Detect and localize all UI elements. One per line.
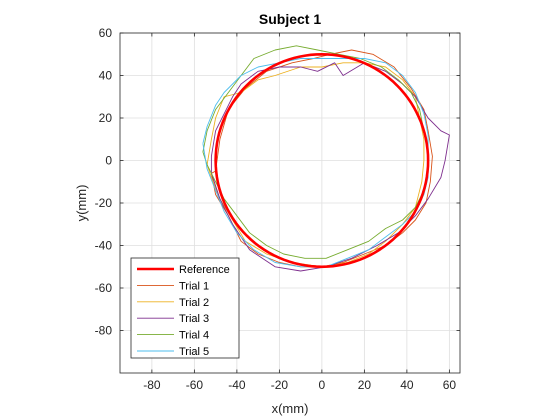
x-tick-label: -80: [143, 378, 161, 392]
y-tick-label: -60: [95, 281, 113, 295]
x-tick-label: -60: [186, 378, 204, 392]
y-tick-label: 20: [99, 111, 113, 125]
x-tick-label: -20: [271, 378, 289, 392]
y-tick-label: 60: [99, 26, 113, 40]
y-tick-label: -40: [95, 239, 113, 253]
series-line-reference: [214, 52, 430, 269]
legend-entries: Reference Trial 1 Trial 2 Trial 3 Trial 4 Tri…: [137, 264, 230, 358]
x-tick-label: 0: [319, 378, 326, 392]
legend-label-reference: Reference: [179, 264, 230, 276]
y-tick-label: 0: [105, 154, 112, 168]
x-tick-label: 20: [358, 378, 372, 392]
series-line-trial1: [210, 49, 433, 268]
x-tick-label: -40: [228, 378, 246, 392]
legend: Reference Trial 1 Trial 2 Trial 3 Trial 4 Tri…: [130, 257, 240, 359]
y-tick-label: 40: [99, 69, 113, 83]
x-tick-label: 40: [400, 378, 414, 392]
legend-label-trial3: Trial 3: [179, 313, 209, 325]
y-tick-label: -80: [95, 324, 113, 338]
x-tick-label: 60: [443, 378, 457, 392]
x-tick-labels: -80 -60 -40 -20 0 20 40 60: [143, 378, 456, 392]
series-line-trial2: [206, 62, 425, 268]
y-tick-label: -20: [95, 196, 113, 210]
legend-label-trial4: Trial 4: [179, 330, 209, 342]
legend-label-trial1: Trial 1: [179, 280, 209, 292]
legend-label-trial2: Trial 2: [179, 297, 209, 309]
y-tick-labels: -80 -60 -40 -20 0 20 40 60: [95, 26, 113, 338]
tick-marks: [120, 32, 460, 373]
legend-box: [130, 257, 240, 359]
series-group: [202, 45, 450, 272]
x-axis-label: x(mm): [272, 401, 309, 416]
legend-label-trial5: Trial 5: [179, 346, 209, 358]
y-axis-label: y(mm): [74, 185, 89, 222]
chart-title: Subject 1: [259, 11, 321, 27]
